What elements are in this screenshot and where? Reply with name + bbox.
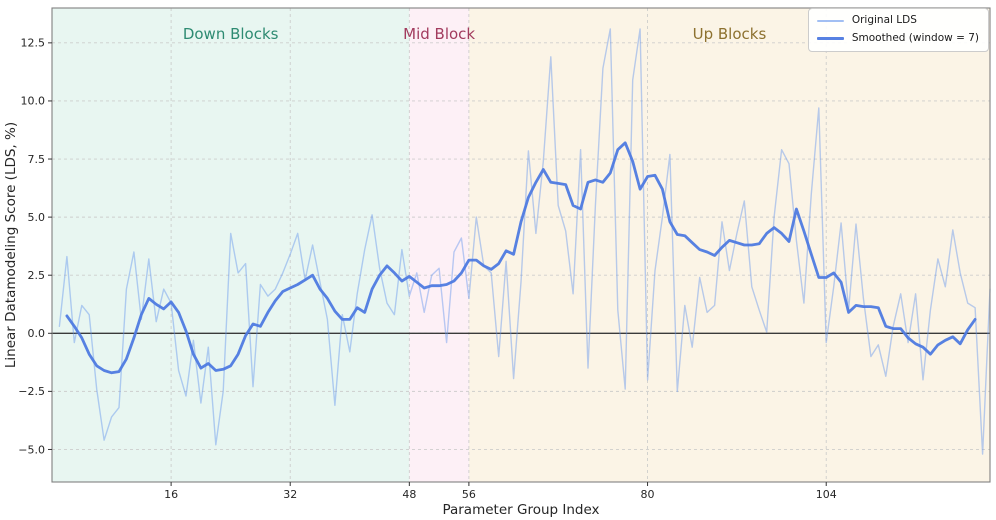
x-tick-label: 104 <box>816 488 837 501</box>
spine-layer <box>51 7 991 483</box>
y-tick-label: 5.0 <box>28 211 46 224</box>
x-axis-label: Parameter Group Index <box>442 502 599 518</box>
region-label-mid-block: Mid Block <box>403 25 475 43</box>
series-layer <box>58 28 991 455</box>
y-tick-label: −5.0 <box>18 443 45 456</box>
region-mid-block <box>409 8 469 482</box>
x-tick-label: 16 <box>164 488 178 501</box>
y-tick-label: 0.0 <box>28 327 46 340</box>
legend-line-swatch-smoothed <box>816 36 844 41</box>
x-tick-label: 56 <box>462 488 476 501</box>
region-label-down-blocks: Down Blocks <box>183 25 279 43</box>
axis-label-layer: Parameter Group Index Linear Datamodelin… <box>3 122 600 518</box>
y-axis-label: Linear Datamodeling Score (LDS, %) <box>3 122 19 368</box>
region-layer <box>52 8 990 482</box>
x-tick-label: 80 <box>641 488 655 501</box>
x-tick-label: 48 <box>402 488 416 501</box>
region-down-blocks <box>52 8 410 482</box>
legend-label-smoothed: Smoothed (window = 7) <box>851 31 979 44</box>
legend: Original LDS Smoothed (window = 7) <box>807 8 989 53</box>
y-tick-label: 2.5 <box>28 269 46 282</box>
legend-label-original: Original LDS <box>851 14 917 26</box>
y-tick-label: 10.0 <box>21 95 46 108</box>
legend-item-smoothed: Smoothed (window = 7) <box>816 31 979 45</box>
y-tick-label: 7.5 <box>28 153 46 166</box>
plot-border <box>51 7 991 483</box>
region-label-layer: Down Blocks Mid Block Up Blocks <box>183 25 767 43</box>
legend-line-swatch-original <box>816 19 844 22</box>
y-tick-label: 12.5 <box>21 37 46 50</box>
x-tick-label: 32 <box>283 488 297 501</box>
tick-layer: 16 32 48 56 80 104 −5.0 −2.5 0.0 2.5 5.0 7.5 10.0 12.… <box>18 37 836 501</box>
region-label-up-blocks: Up Blocks <box>693 25 767 43</box>
smoothed-lds-line <box>65 141 977 375</box>
y-tick-label: −2.5 <box>18 385 45 398</box>
legend-item-original: Original LDS <box>816 14 979 27</box>
region-up-blocks <box>468 8 990 482</box>
